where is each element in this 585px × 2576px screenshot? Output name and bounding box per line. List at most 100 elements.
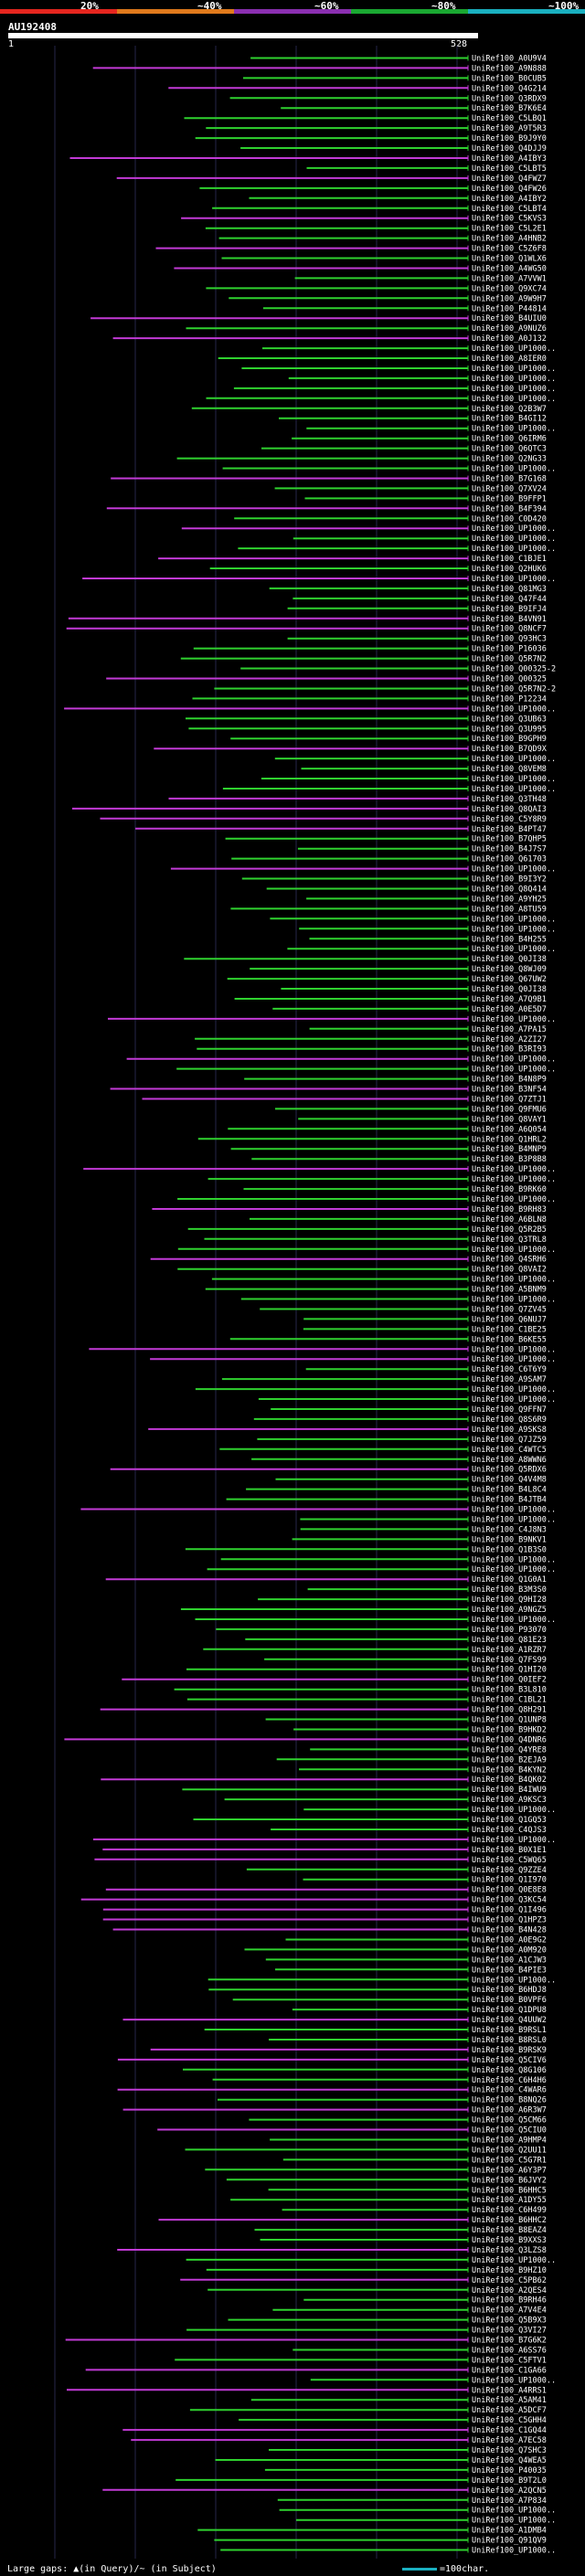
gap-legend: Large gaps: ▲(in Query)/~ (in Subject) [7, 2564, 217, 2574]
hit-row: UniRef100_UP1000.. [126, 1055, 556, 1065]
hit-row: UniRef100_UP1000.. [279, 2507, 556, 2516]
hit-label: UniRef100_A9YH25 [472, 895, 547, 904]
hit-label: UniRef100_A1DY55 [472, 2196, 547, 2205]
hit-label: UniRef100_P16036 [472, 645, 547, 654]
hit-label: UniRef100_UP1000.. [472, 425, 556, 434]
hit-label: UniRef100_Q5CIU0 [472, 2126, 547, 2136]
hit-row: UniRef100_B9RK60 [243, 1185, 547, 1194]
hit-row: UniRef100_Q2UU11 [185, 2146, 547, 2155]
hit-label: UniRef100_A6Q054 [472, 1125, 547, 1134]
hit-row: UniRef100_UP1000.. [238, 545, 556, 554]
hit-label: UniRef100_B9HKD2 [472, 1726, 547, 1735]
hit-label: UniRef100_UP1000.. [472, 545, 556, 554]
hit-row: UniRef100_UP1000.. [206, 395, 556, 404]
hit-label: UniRef100_C1GA66 [472, 2366, 547, 2375]
hit-row: UniRef100_Q7FS99 [264, 1656, 547, 1665]
hit-row: UniRef100_Q0E8E8 [105, 1886, 547, 1895]
hit-label: UniRef100_B6HDJ8 [472, 1986, 547, 1995]
hit-label: UniRef100_A4HNB2 [472, 235, 547, 244]
hit-label: UniRef100_Q5R7N2-2 [472, 685, 556, 694]
hit-row: UniRef100_Q8QAI3 [71, 805, 547, 814]
hit-row: UniRef100_C6H499 [282, 2206, 547, 2215]
hit-row: UniRef100_C5KVS3 [181, 215, 547, 224]
hit-row: UniRef100_UP1000.. [89, 1345, 556, 1354]
hit-label: UniRef100_B4H255 [472, 935, 547, 944]
hit-row: UniRef100_C5LBQ1 [184, 114, 547, 123]
hit-row: UniRef100_A5DCF7 [189, 2406, 547, 2415]
hit-row: UniRef100_Q3VI27 [186, 2327, 547, 2336]
hit-row: UniRef100_B9RH83 [152, 1205, 547, 1214]
hit-label: UniRef100_B6KE55 [472, 1335, 547, 1344]
hit-label: UniRef100_UP1000.. [472, 1836, 556, 1845]
hit-label: UniRef100_Q5RDX6 [472, 1466, 547, 1475]
hit-label: UniRef100_C5PB62 [472, 2276, 547, 2285]
hit-label: UniRef100_A9T5R3 [472, 124, 547, 133]
hit-row: UniRef100_Q91QV9 [214, 2537, 547, 2546]
hit-row: UniRef100_C5GHH4 [239, 2416, 547, 2425]
hit-label: UniRef100_UP1000.. [472, 535, 556, 544]
hit-label: UniRef100_UP1000.. [472, 365, 556, 374]
scale-segment [0, 9, 117, 14]
scale-label: ~40% [197, 0, 222, 12]
hit-label: UniRef100_UP1000.. [472, 1175, 556, 1184]
hit-label: UniRef100_Q6QTC3 [472, 445, 547, 454]
hit-row: UniRef100_Q8Q414 [266, 885, 547, 895]
hit-row: UniRef100_Q6IRM6 [292, 435, 547, 444]
hit-label: UniRef100_Q0JI38 [472, 955, 547, 964]
hit-label: UniRef100_P12234 [472, 694, 547, 704]
hit-label: UniRef100_A4IBY3 [472, 154, 547, 164]
hit-row: UniRef100_A4RRS1 [67, 2386, 547, 2395]
hit-row: UniRef100_C1BL21 [186, 1696, 547, 1705]
hit-label: UniRef100_UP1000.. [472, 1806, 556, 1815]
hit-label: UniRef100_B4L8C4 [472, 1486, 547, 1495]
hit-label: UniRef100_Q1G0A1 [472, 1575, 547, 1585]
hit-row: UniRef100_UP1000.. [240, 1296, 556, 1305]
hit-row: UniRef100_UP1000.. [261, 775, 556, 784]
hit-row: UniRef100_B9HKD2 [293, 1726, 547, 1735]
hit-row: UniRef100_Q5RDX6 [110, 1466, 547, 1475]
hit-row: UniRef100_Q8NCF7 [66, 625, 547, 634]
hit-row: UniRef100_B7G6K2 [65, 2337, 547, 2346]
hit-row: UniRef100_Q7SHC3 [269, 2446, 547, 2455]
hit-label: UniRef100_B4MNP9 [472, 1145, 547, 1154]
hit-row: UniRef100_B9T2L0 [176, 2476, 547, 2486]
hit-label: UniRef100_A8IER0 [472, 355, 547, 364]
hit-label: UniRef100_B9HZ10 [472, 2266, 547, 2275]
hit-row: UniRef100_A2QCN5 [102, 2486, 547, 2496]
hit-label: UniRef100_P93070 [472, 1626, 547, 1635]
hit-label: UniRef100_UP1000.. [472, 1296, 556, 1305]
hit-row: UniRef100_A9SKS8 [148, 1426, 547, 1435]
hit-row: UniRef100_C5L2E1 [205, 225, 547, 234]
hit-label: UniRef100_A7PA15 [472, 1025, 547, 1034]
hit-label: UniRef100_B6HHC2 [472, 2216, 547, 2225]
hit-row: UniRef100_Q5R7N2-2 [214, 685, 556, 694]
hit-row: UniRef100_Q1G0A1 [105, 1575, 547, 1585]
hit-row: UniRef100_A2QES4 [207, 2286, 547, 2295]
hit-row: UniRef100_UP1000.. [303, 1806, 556, 1815]
hit-label: UniRef100_C5Z6F8 [472, 245, 547, 254]
hit-row: UniRef100_A0E9G2 [285, 1936, 547, 1945]
hit-label: UniRef100_B6JVY2 [472, 2176, 547, 2185]
hit-label: UniRef100_B9GPH9 [472, 735, 547, 744]
hit-label: UniRef100_A4IBY2 [472, 195, 547, 204]
query-name: AU192408 [8, 21, 57, 33]
hit-row: UniRef100_B6HHC5 [268, 2186, 547, 2195]
hit-row: UniRef100_A8IER0 [218, 355, 547, 364]
hit-label: UniRef100_B3RI93 [472, 1045, 547, 1055]
hit-row: UniRef100_Q2NG33 [176, 455, 547, 464]
hit-label: UniRef100_Q0IEF2 [472, 1676, 547, 1685]
hit-label: UniRef100_C6H499 [472, 2206, 547, 2215]
hit-row: UniRef100_A8WWN6 [251, 1456, 547, 1465]
hit-label: UniRef100_UP1000.. [472, 1065, 556, 1075]
hit-row: UniRef100_Q7ZTJ1 [142, 1096, 547, 1105]
hit-row: UniRef100_A9SAM7 [221, 1375, 547, 1384]
hit-label: UniRef100_A1CJW3 [472, 1956, 547, 1965]
hit-label: UniRef100_Q3LZS8 [472, 2246, 547, 2255]
hit-label: UniRef100_Q1I970 [472, 1876, 547, 1885]
hit-row: UniRef100_Q0IEF2 [122, 1676, 547, 1685]
hit-label: UniRef100_A9HMP4 [472, 2136, 547, 2146]
hit-row: UniRef100_UP1000.. [270, 915, 556, 924]
hit-label: UniRef100_B4KYN2 [472, 1765, 547, 1775]
hit-label: UniRef100_Q4FWZ7 [472, 175, 547, 184]
hit-row: UniRef100_Q8VAY1 [298, 1115, 547, 1124]
